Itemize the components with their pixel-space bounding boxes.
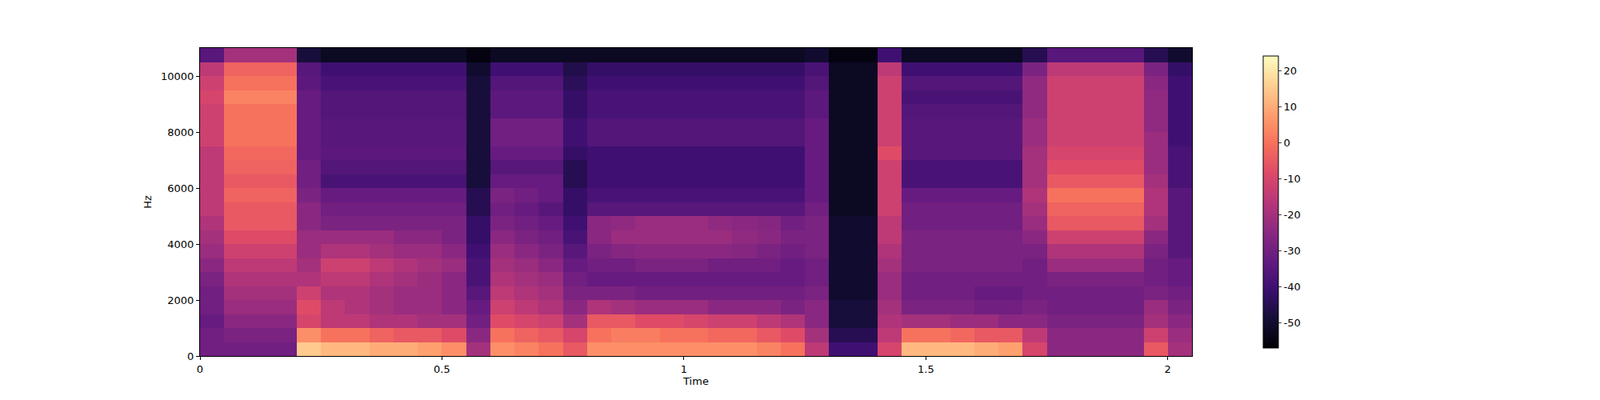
svg-text:0.5: 0.5 <box>433 363 451 376</box>
svg-text:-30: -30 <box>1284 244 1301 257</box>
svg-text:10000: 10000 <box>160 70 194 83</box>
svg-text:2: 2 <box>1164 363 1172 376</box>
svg-text:-50: -50 <box>1284 316 1301 329</box>
svg-text:8000: 8000 <box>167 126 194 139</box>
svg-text:-20: -20 <box>1284 208 1301 221</box>
svg-text:4000: 4000 <box>167 238 194 251</box>
svg-text:0: 0 <box>187 350 194 363</box>
svg-text:0: 0 <box>196 363 204 376</box>
svg-text:10: 10 <box>1284 100 1298 113</box>
svg-text:20: 20 <box>1284 64 1298 77</box>
svg-text:Hz: Hz <box>141 195 154 209</box>
svg-text:-40: -40 <box>1284 280 1301 293</box>
svg-text:6000: 6000 <box>167 182 194 195</box>
svg-text:1.5: 1.5 <box>917 363 935 376</box>
svg-text:2000: 2000 <box>167 294 194 307</box>
svg-text:0: 0 <box>1284 136 1291 149</box>
svg-text:1: 1 <box>680 363 688 376</box>
svg-text:-10: -10 <box>1284 172 1301 185</box>
svg-text:Time: Time <box>682 375 709 388</box>
